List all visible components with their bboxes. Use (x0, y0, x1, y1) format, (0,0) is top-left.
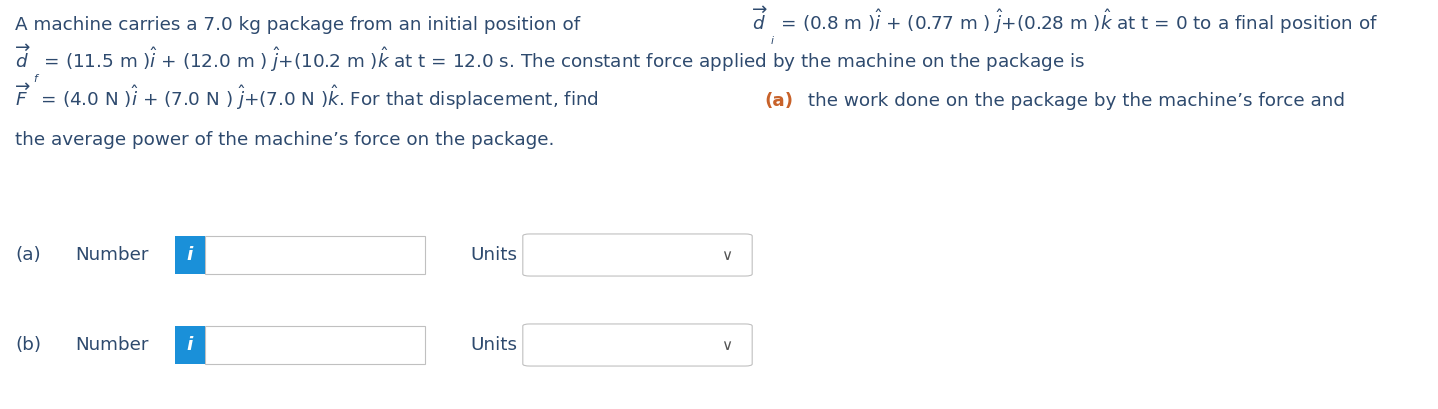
Text: $\overrightarrow{F}$: $\overrightarrow{F}$ (14, 83, 30, 110)
Text: i: i (187, 336, 193, 354)
Text: $\overrightarrow{d}$: $\overrightarrow{d}$ (752, 6, 768, 34)
Text: (a): (a) (765, 92, 794, 110)
Text: $_i$: $_i$ (769, 32, 775, 47)
Text: Units: Units (470, 246, 518, 264)
FancyBboxPatch shape (206, 326, 426, 364)
Text: Units: Units (470, 336, 518, 354)
FancyBboxPatch shape (523, 324, 752, 366)
Text: $_f$: $_f$ (33, 70, 40, 85)
FancyBboxPatch shape (175, 326, 206, 364)
Text: (a): (a) (14, 246, 40, 264)
Text: = (0.8 m )$\hat{i}$ + (0.77 m ) $\hat{j}$+(0.28 m )$\hat{k}$ at t = 0 to a final: = (0.8 m )$\hat{i}$ + (0.77 m ) $\hat{j}… (775, 7, 1378, 36)
Text: A machine carries a 7.0 kg package from an initial position of: A machine carries a 7.0 kg package from … (14, 16, 587, 34)
Text: = (11.5 m )$\hat{i}$ + (12.0 m ) $\hat{j}$+(10.2 m )$\hat{k}$ at t = 12.0 s. The: = (11.5 m )$\hat{i}$ + (12.0 m ) $\hat{j… (39, 45, 1086, 74)
Text: ∨: ∨ (722, 337, 732, 353)
Text: the average power of the machine’s force on the package.: the average power of the machine’s force… (14, 131, 555, 149)
FancyBboxPatch shape (523, 234, 752, 276)
Text: ∨: ∨ (722, 247, 732, 263)
Text: the work done on the package by the machine’s force and: the work done on the package by the mach… (802, 92, 1352, 110)
Text: (b): (b) (14, 336, 42, 354)
Text: $\overrightarrow{d}$: $\overrightarrow{d}$ (14, 44, 32, 72)
Text: i: i (187, 246, 193, 264)
FancyBboxPatch shape (206, 236, 426, 274)
FancyBboxPatch shape (175, 236, 206, 274)
Text: Number: Number (75, 336, 148, 354)
Text: Number: Number (75, 246, 148, 264)
Text: = (4.0 N )$\hat{i}$ + (7.0 N ) $\hat{j}$+(7.0 N )$\hat{k}$. For that displacemen: = (4.0 N )$\hat{i}$ + (7.0 N ) $\hat{j}$… (35, 83, 601, 112)
